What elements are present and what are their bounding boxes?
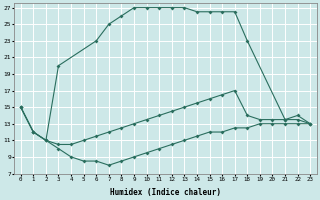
X-axis label: Humidex (Indice chaleur): Humidex (Indice chaleur)	[110, 188, 221, 197]
